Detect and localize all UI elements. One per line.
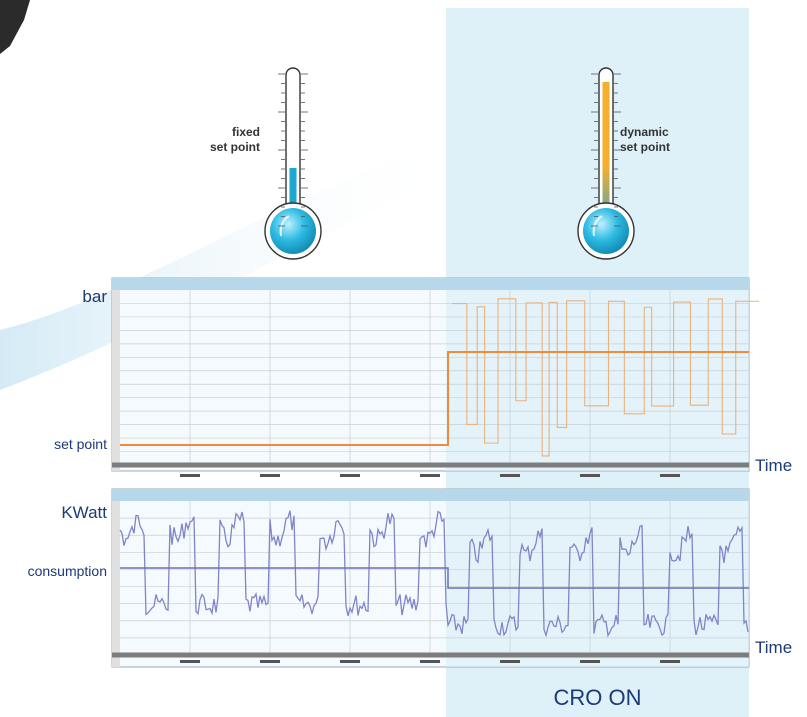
pressure-trace bbox=[452, 298, 759, 457]
power-trace bbox=[119, 510, 749, 638]
kwatt-axis-label: KWatt bbox=[61, 503, 107, 522]
bar-axis-label: bar bbox=[82, 287, 107, 306]
time-tick-label bbox=[340, 474, 360, 477]
time-tick-label bbox=[260, 660, 280, 663]
corner-shape bbox=[0, 0, 30, 54]
set-point-label: set point bbox=[54, 436, 107, 452]
fixed-set-point-label: fixed set point bbox=[210, 125, 260, 154]
thermometer-fixed bbox=[264, 67, 322, 260]
dynamic-set-point-label: dynamic set point bbox=[620, 125, 670, 154]
time-tick-label bbox=[180, 660, 200, 663]
cro-on-label: CRO ON bbox=[553, 685, 642, 710]
thermometer-dynamic bbox=[577, 67, 635, 260]
time-tick-label bbox=[340, 660, 360, 663]
time-tick-label bbox=[500, 474, 520, 477]
time-axis-label-bottom: Time bbox=[755, 638, 793, 657]
time-tick-label bbox=[580, 660, 600, 663]
time-tick-label bbox=[580, 474, 600, 477]
time-tick-label bbox=[500, 660, 520, 663]
time-tick-label bbox=[180, 474, 200, 477]
time-tick-label bbox=[260, 474, 280, 477]
average-consumption-line bbox=[120, 567, 749, 589]
consumption-label: consumption bbox=[27, 563, 107, 579]
time-tick-label bbox=[660, 474, 680, 477]
time-axis-label-top: Time bbox=[755, 456, 793, 475]
power-panel bbox=[111, 488, 750, 668]
set-point-line bbox=[120, 351, 749, 446]
time-tick-label bbox=[420, 660, 440, 663]
time-tick-label bbox=[660, 660, 680, 663]
pressure-panel bbox=[111, 277, 759, 477]
time-tick-label bbox=[420, 474, 440, 477]
